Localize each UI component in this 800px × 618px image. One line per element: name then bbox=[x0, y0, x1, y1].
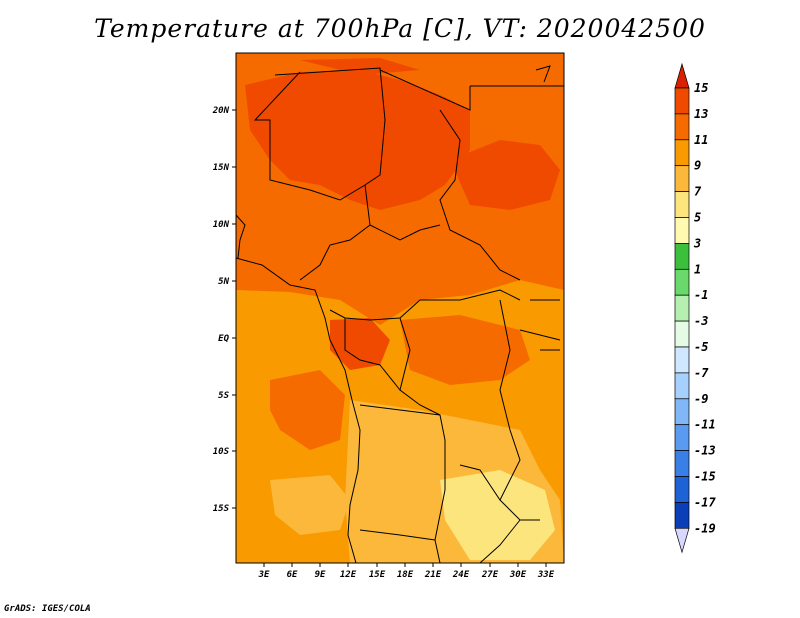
lat-label: 20N bbox=[212, 106, 230, 116]
colorbar-label: -5 bbox=[694, 340, 708, 354]
colorbar-min-arrow bbox=[674, 527, 690, 554]
colorbar-label: 11 bbox=[694, 133, 708, 147]
lat-axis: 20N 15N 10N 5N EQ 5S 10S 15S bbox=[212, 106, 236, 514]
colorbar-label: 15 bbox=[694, 81, 708, 95]
colorbar-swatch bbox=[674, 268, 690, 296]
colorbar-max-arrow bbox=[674, 62, 690, 89]
lat-label: EQ bbox=[218, 334, 229, 344]
colorbar-swatch bbox=[674, 398, 690, 426]
lon-label: 21E bbox=[424, 570, 442, 580]
colorbar-label: -13 bbox=[694, 444, 716, 458]
lon-label: 15E bbox=[369, 570, 386, 580]
lat-label: 5N bbox=[218, 277, 229, 287]
temperature-field bbox=[236, 53, 564, 563]
coastlines bbox=[235, 65, 564, 564]
lon-label: 18E bbox=[397, 570, 414, 580]
colorbar-label: -1 bbox=[694, 288, 708, 302]
colorbar-swatch bbox=[674, 165, 690, 192]
colorbar-label: -3 bbox=[694, 314, 708, 328]
colorbar-label: 3 bbox=[693, 236, 701, 250]
colorbar-swatch bbox=[674, 424, 690, 451]
lat-label: 15S bbox=[213, 504, 230, 514]
colorbar-label: 9 bbox=[694, 159, 701, 173]
lon-label: 6E bbox=[287, 570, 298, 580]
colorbar-swatch bbox=[674, 217, 690, 244]
colorbar-label: 5 bbox=[694, 211, 701, 225]
colorbar-label: -11 bbox=[694, 418, 716, 432]
colorbar-label: 7 bbox=[694, 185, 702, 199]
colorbar-swatch bbox=[674, 502, 690, 529]
lat-label: 10S bbox=[213, 447, 230, 457]
colorbar-label: -19 bbox=[694, 521, 716, 535]
colorbar-swatch bbox=[674, 320, 690, 348]
colorbar-swatch bbox=[674, 139, 690, 167]
lon-label: 27E bbox=[481, 570, 499, 580]
colorbar-swatch bbox=[674, 476, 690, 503]
map-title: Temperature at 700hPa [C], VT: 202004250… bbox=[94, 14, 706, 43]
colorbar-swatch bbox=[674, 372, 690, 400]
lon-label: 33E bbox=[537, 570, 555, 580]
lat-label: 10N bbox=[213, 220, 230, 230]
lat-label: 15N bbox=[213, 163, 230, 173]
colorbar-label: -15 bbox=[694, 470, 716, 484]
colorbar-swatch bbox=[674, 87, 690, 115]
colorbar-swatch bbox=[674, 346, 690, 374]
colorbar-label: 13 bbox=[694, 107, 708, 121]
lon-label: 30E bbox=[509, 570, 527, 580]
lon-axis: 3E 6E 9E 12E 15E 18E 21E 24E 27E 30E 33E bbox=[258, 563, 555, 580]
colorbar: 15 13 11 9 7 5 3 1 -1 -3 -5 -7 -9 -11 -13 -15 -17 -19 bbox=[674, 62, 716, 554]
grads-credit: GrADS: IGES/COLA bbox=[4, 604, 91, 614]
colorbar-swatch bbox=[674, 294, 690, 322]
colorbar-label: -7 bbox=[694, 366, 709, 380]
map-frame bbox=[235, 52, 565, 564]
lon-label: 9E bbox=[315, 570, 326, 580]
colorbar-swatch bbox=[674, 113, 690, 141]
colorbar-label: -9 bbox=[694, 392, 708, 406]
colorbar-label: 1 bbox=[694, 262, 701, 276]
colorbar-swatch bbox=[674, 243, 690, 270]
lon-label: 24E bbox=[452, 570, 470, 580]
colorbar-label: -17 bbox=[694, 495, 716, 509]
lon-label: 12E bbox=[340, 570, 357, 580]
colorbar-swatch bbox=[674, 450, 690, 477]
colorbar-swatch bbox=[674, 191, 690, 218]
lat-label: 5S bbox=[218, 391, 229, 401]
lon-label: 3E bbox=[258, 570, 270, 580]
